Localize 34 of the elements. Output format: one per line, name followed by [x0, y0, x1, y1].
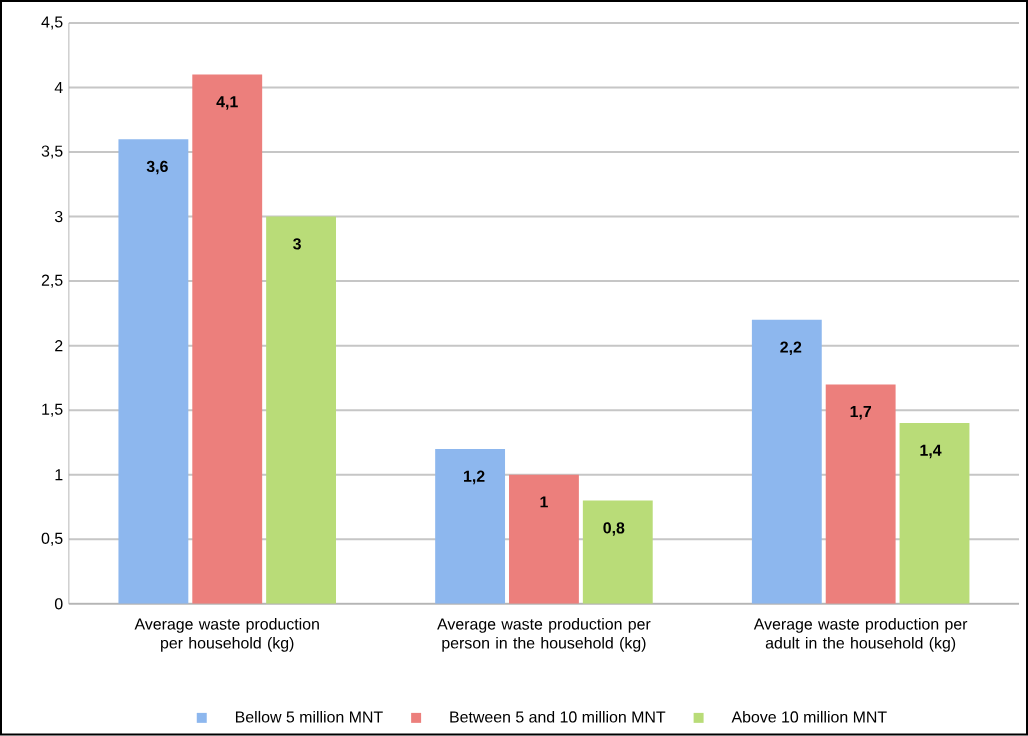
y-tick-label: 4,5 [41, 16, 63, 30]
x-tick-label: Average waste production per person in the household (kg) [437, 618, 651, 652]
bar [509, 474, 579, 605]
data-label: 1 [540, 496, 548, 508]
data-label: 1,4 [920, 444, 942, 459]
y-tick-label: 1 [55, 469, 63, 481]
bar [899, 423, 970, 605]
y-tick-label: 4 [54, 82, 63, 94]
bar [118, 139, 189, 605]
bar [192, 74, 263, 605]
data-label: 0,8 [603, 522, 625, 537]
y-tick-label: 2 [55, 340, 63, 352]
bar [266, 216, 336, 605]
y-tick-label: 3,5 [41, 145, 63, 159]
bar [751, 320, 822, 605]
legend-label: Above 10 million MNT [731, 711, 887, 723]
bar [582, 500, 653, 605]
x-tick-label: Average waste production per adult in the household (kg) [753, 618, 968, 652]
bar [435, 449, 506, 605]
y-tick-label: 0,5 [41, 532, 63, 547]
x-tick-label: Average waste production per household (kg) [134, 618, 319, 652]
y-tick-label: 0 [54, 598, 63, 610]
data-label: 1,2 [464, 470, 485, 485]
data-label: 3 [293, 238, 301, 250]
legend-label: Between 5 and 10 million MNT [450, 711, 666, 723]
data-label: 1,7 [850, 406, 872, 420]
bar [825, 384, 896, 605]
data-label: 3,6 [146, 161, 168, 175]
data-label: 4,1 [216, 96, 238, 110]
y-tick-label: 2,5 [41, 274, 63, 288]
y-tick-label: 1,5 [42, 403, 63, 417]
data-label: 2,2 [780, 341, 802, 356]
legend-label: Bellow 5 million MNT [235, 711, 383, 723]
y-tick-label: 3 [54, 211, 63, 223]
